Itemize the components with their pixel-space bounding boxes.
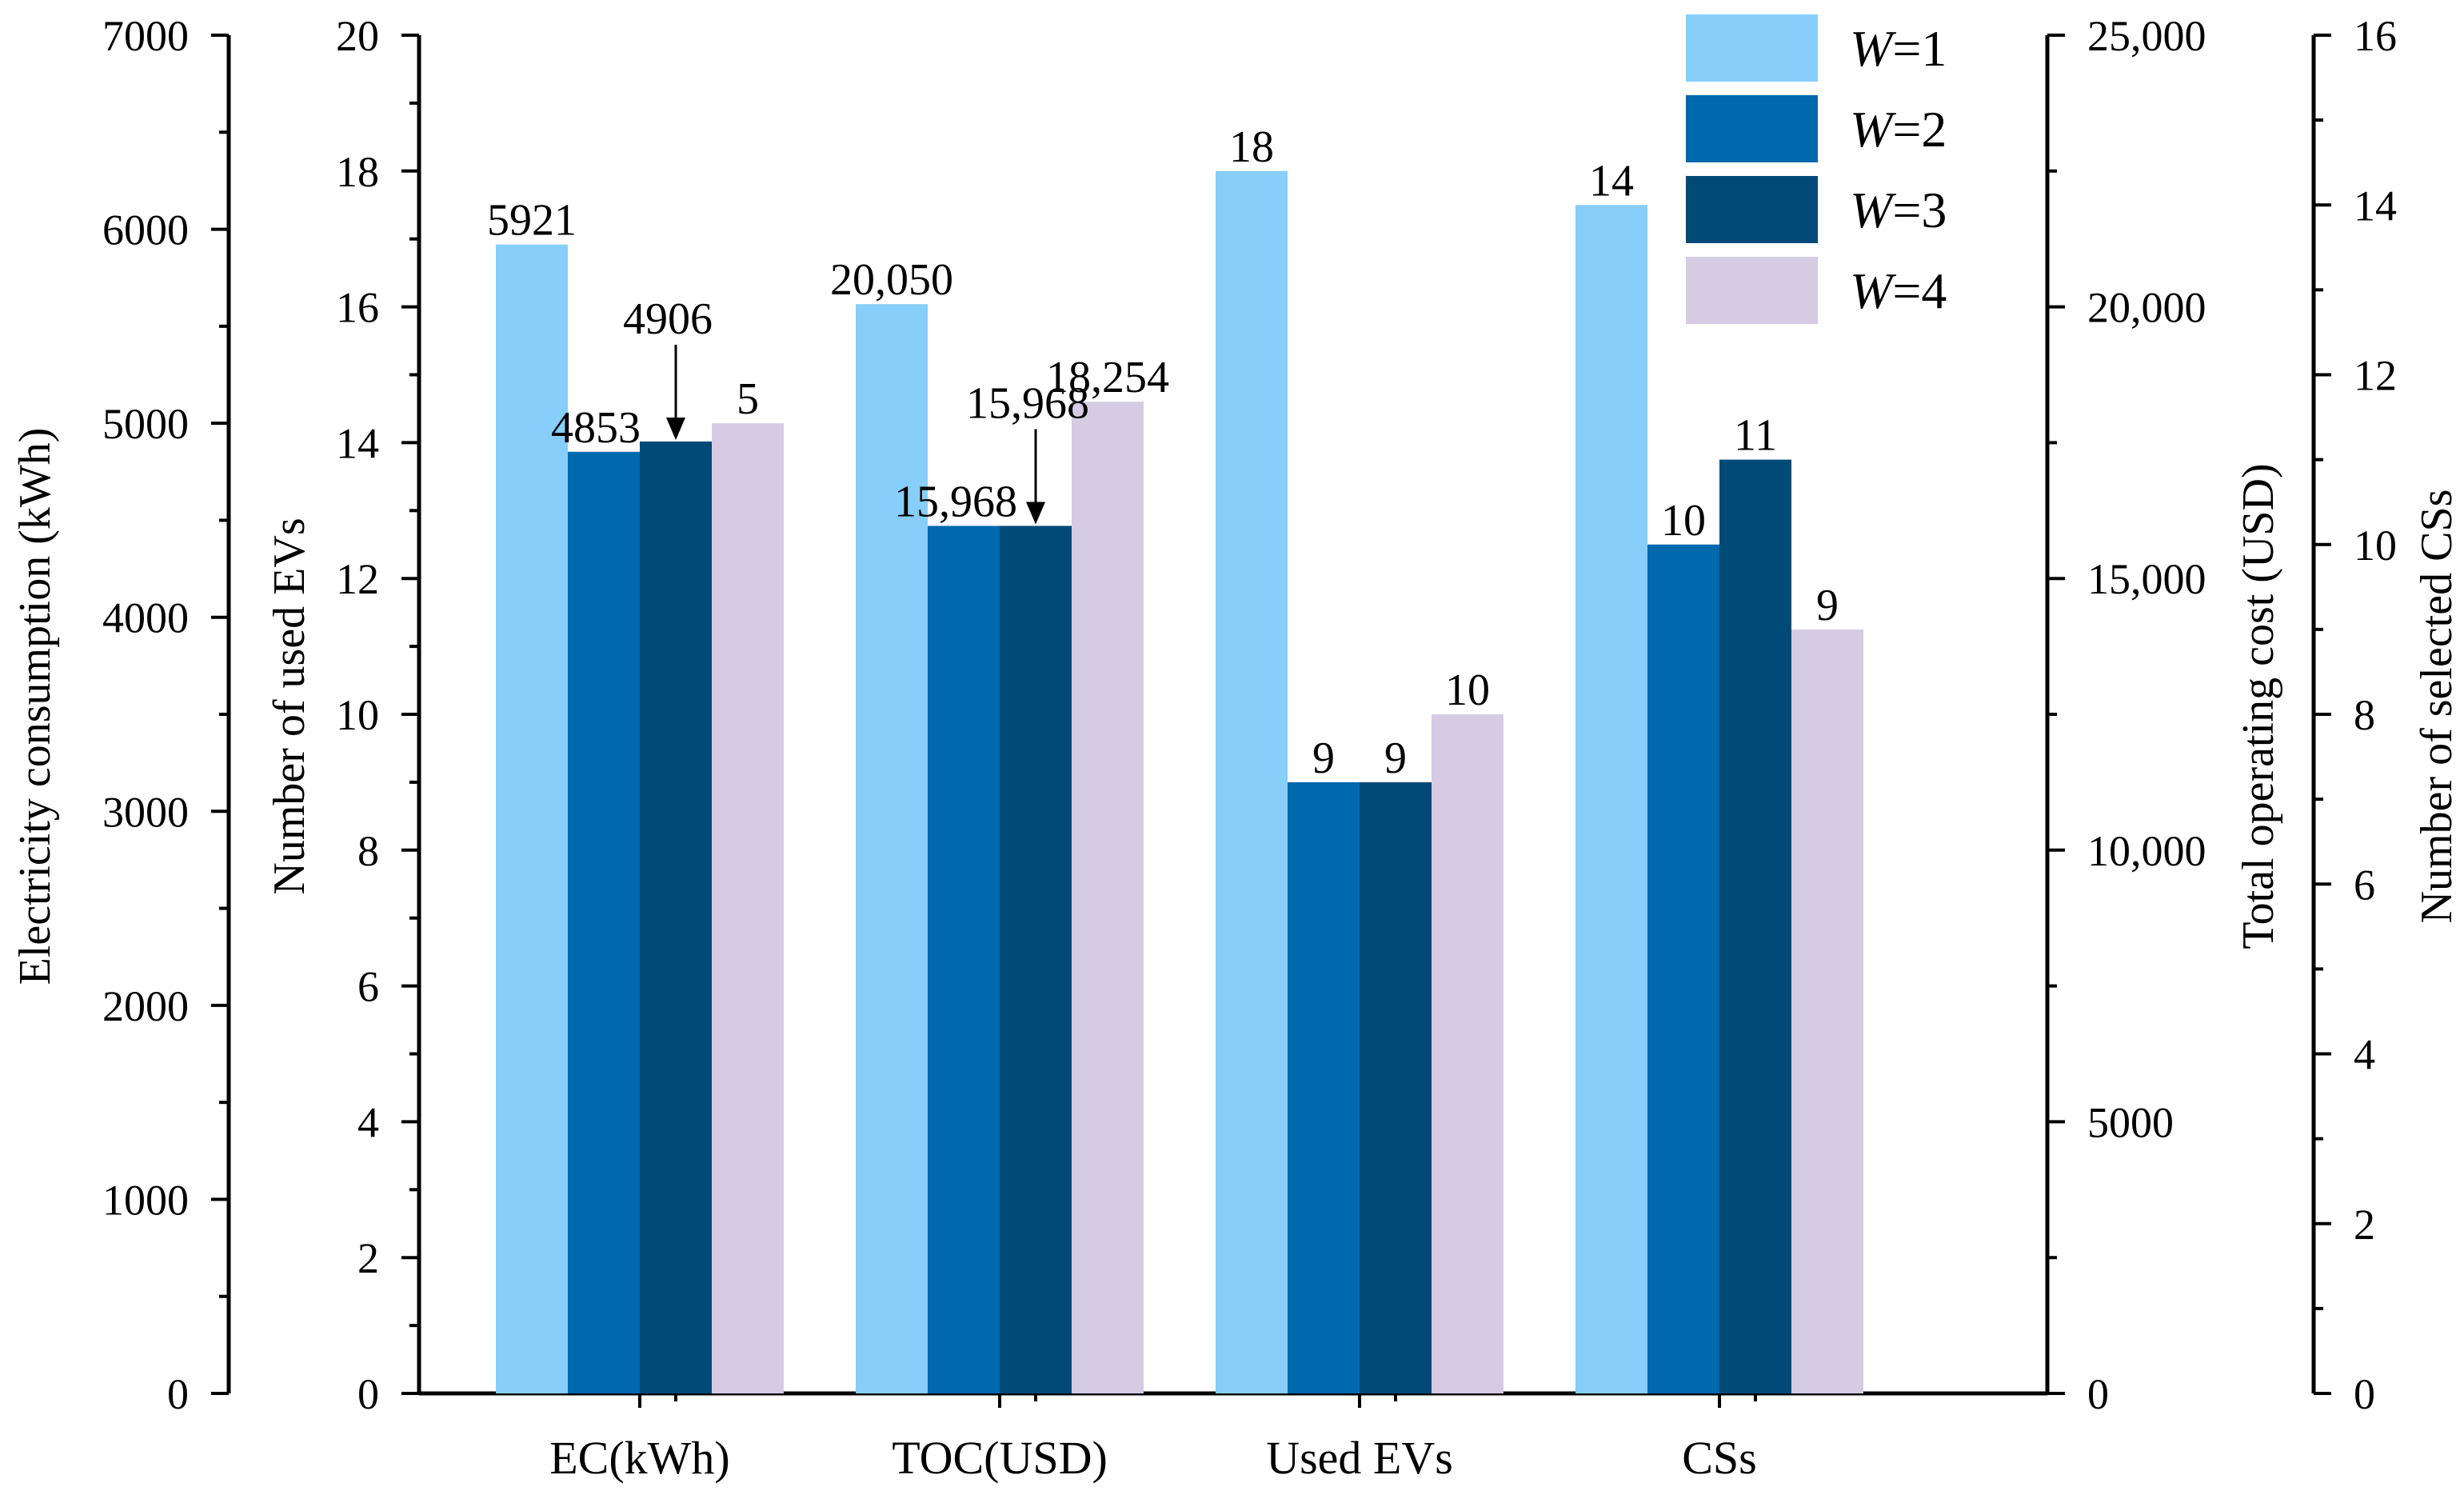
- data-label: 15,968: [894, 477, 1017, 526]
- evs-tick-label: 18: [336, 148, 379, 196]
- legend-label: W=4: [1850, 262, 1947, 319]
- css-tick-label: 0: [2354, 1370, 2375, 1418]
- bar: [640, 441, 712, 1393]
- evs-tick-label: 6: [357, 963, 379, 1011]
- ec-tick-label: 0: [167, 1370, 189, 1418]
- ec-tick-label: 1000: [102, 1176, 189, 1224]
- toc-tick-label: 15,000: [2087, 555, 2206, 603]
- toc-tick-label: 20,000: [2087, 284, 2206, 332]
- annotation-label: 4906: [623, 294, 713, 344]
- data-label: 5: [737, 374, 759, 424]
- evs-tick-label: 16: [336, 284, 379, 332]
- annotation-label: 15,968: [966, 378, 1089, 428]
- evs-tick-label: 10: [336, 691, 379, 739]
- css-tick-label: 16: [2354, 12, 2397, 60]
- toc-tick-label: 5000: [2087, 1098, 2174, 1146]
- toc-tick-label: 25,000: [2087, 12, 2206, 60]
- bar: [1072, 402, 1144, 1393]
- toc-tick-label: 10,000: [2087, 827, 2206, 875]
- bar: [1288, 781, 1360, 1393]
- ec-tick-label: 6000: [102, 206, 189, 254]
- legend: W=1 W=2 W=3 W=4: [1686, 14, 1947, 324]
- bar: [1575, 205, 1647, 1393]
- bar: [1719, 459, 1791, 1393]
- css-axis-title: Number of selected CSs: [2412, 490, 2462, 924]
- bar: [856, 304, 928, 1394]
- evs-tick-label: 8: [357, 827, 379, 875]
- css-tick-label: 4: [2354, 1031, 2375, 1079]
- evs-tick-label: 14: [336, 419, 379, 467]
- evs-tick-label: 12: [336, 555, 379, 603]
- legend-label: W=3: [1850, 182, 1947, 238]
- legend-swatch: [1686, 176, 1818, 243]
- x-tick-label: EC(kWh): [549, 1432, 730, 1484]
- data-label: 9: [1384, 734, 1407, 783]
- data-label: 10: [1445, 666, 1490, 715]
- x-tick-label: CSs: [1682, 1432, 1757, 1484]
- ec-axis-title: Electricity consumption (kWh): [10, 428, 60, 985]
- x-tick-label: TOC(USD): [892, 1432, 1108, 1484]
- bar: [1647, 544, 1719, 1393]
- bar: [1216, 170, 1288, 1393]
- bar: [1360, 781, 1432, 1393]
- data-label: 10: [1661, 496, 1706, 546]
- toc-tick-label: 0: [2087, 1370, 2109, 1418]
- bars-layer: [496, 170, 1863, 1394]
- evs-tick-label: 2: [357, 1234, 379, 1282]
- legend-swatch: [1686, 95, 1818, 162]
- annotation-arrow-head: [1026, 502, 1045, 525]
- annotation-arrow-head: [666, 417, 685, 440]
- x-tick-label: Used EVs: [1266, 1432, 1453, 1484]
- bar: [1791, 629, 1863, 1393]
- data-label: 5921: [487, 196, 577, 246]
- bar: [928, 526, 1000, 1394]
- data-label: 4853: [551, 403, 641, 453]
- evs-tick-label: 0: [357, 1370, 379, 1418]
- ec-tick-label: 7000: [102, 12, 189, 60]
- css-tick-label: 14: [2354, 182, 2397, 230]
- evs-axis-title: Number of used EVs: [265, 518, 314, 894]
- evs-tick-label: 4: [357, 1098, 379, 1146]
- css-tick-label: 12: [2354, 352, 2397, 400]
- axes-layer: EC(kWh) TOC(USD) Used EVs CSs01000200030004…: [10, 12, 2462, 1484]
- legend-label: W=1: [1850, 20, 1947, 77]
- ec-tick-label: 4000: [102, 594, 189, 642]
- bar: [496, 244, 568, 1393]
- data-label: 9: [1816, 581, 1839, 630]
- ec-tick-label: 3000: [102, 788, 189, 836]
- data-label: 14: [1589, 156, 1634, 206]
- ec-tick-label: 2000: [102, 982, 189, 1030]
- data-label: 20,050: [830, 255, 953, 305]
- legend-swatch: [1686, 257, 1818, 324]
- legend-label: W=2: [1850, 101, 1947, 158]
- css-tick-label: 2: [2354, 1201, 2375, 1249]
- css-tick-label: 6: [2354, 861, 2375, 909]
- bar: [568, 451, 640, 1394]
- toc-axis-title: Total operating cost (USD): [2234, 463, 2283, 949]
- evs-tick-label: 20: [336, 12, 379, 60]
- data-label: 11: [1734, 411, 1777, 461]
- ec-tick-label: 5000: [102, 400, 189, 448]
- bar: [712, 423, 784, 1394]
- data-label: 18: [1229, 122, 1274, 172]
- legend-swatch: [1686, 14, 1818, 82]
- bar: [1000, 526, 1072, 1394]
- css-tick-label: 8: [2354, 691, 2375, 739]
- bar: [1432, 714, 1504, 1393]
- data-label: 9: [1312, 734, 1335, 783]
- data-label: 18,254: [1046, 353, 1169, 402]
- css-tick-label: 10: [2354, 522, 2397, 570]
